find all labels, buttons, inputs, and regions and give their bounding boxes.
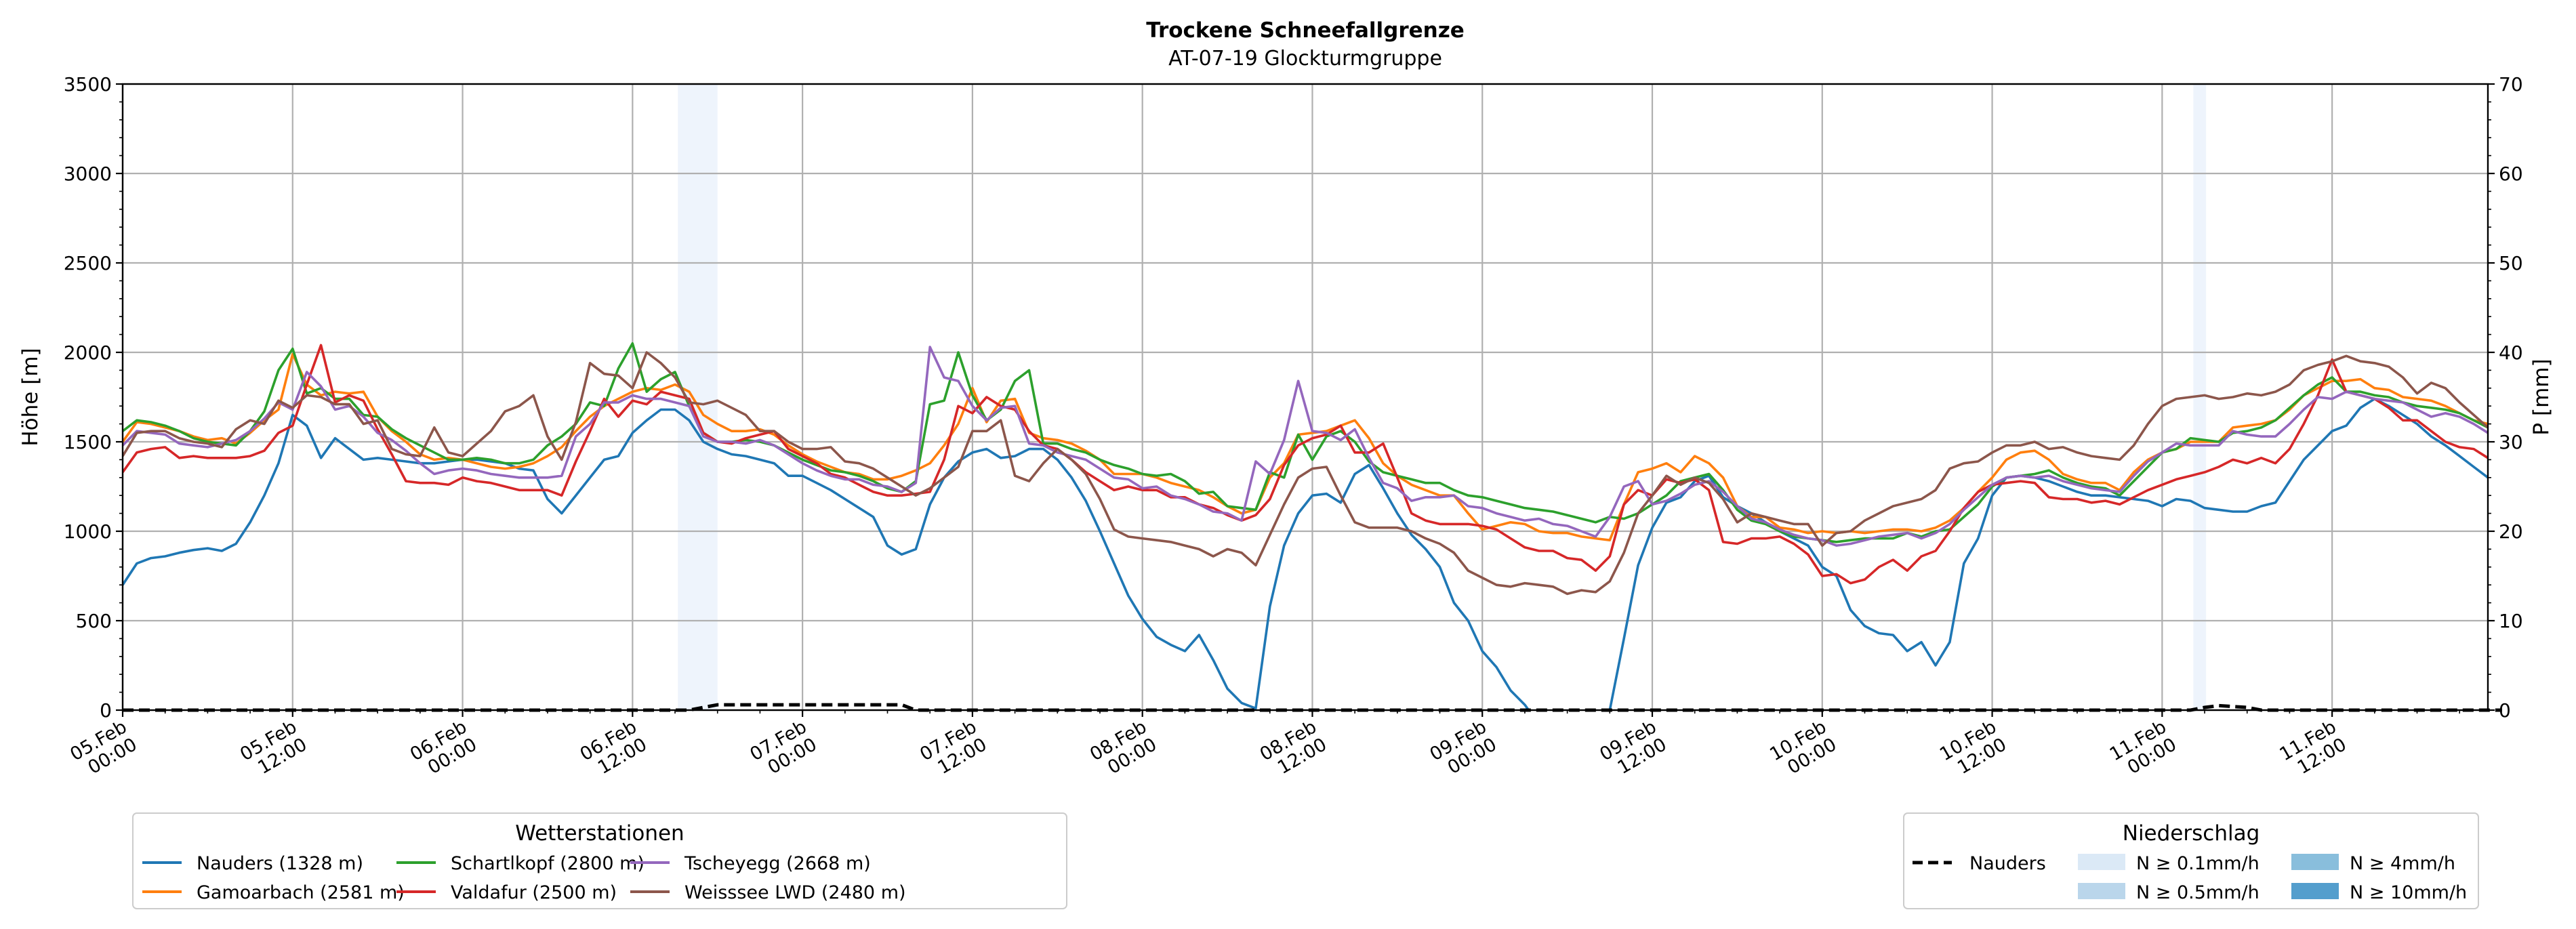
x-tick-label-1: 05.Feb12:00 [237,716,310,783]
x-tick-label-12: 11.Feb00:00 [2106,716,2180,783]
precip-legend-label-1: N ≥ 0.5mm/h [2136,882,2260,903]
y2-tick-label-2: 20 [2499,520,2523,543]
y2-axis-label: P [mm] [2529,358,2554,435]
y-tick-label-2: 1000 [64,520,112,543]
legend-label-0: Nauders (1328 m) [197,853,363,874]
stations-legend-box [132,812,1067,909]
stations-legend-title: Wetterstationen [515,821,684,846]
precip-legend-swatch-3 [2291,883,2339,899]
stations-legend: Wetterstationen Nauders (1328 m) Gamoarba… [132,812,1067,909]
grid-layer [121,83,2488,711]
precip-legend-swatch-2 [2291,854,2339,870]
series-line-5 [123,351,2488,596]
series-line-2 [123,342,2488,543]
precip-line-nauders [123,703,2502,712]
x-tick-label-10: 10.Feb00:00 [1766,716,1840,783]
y-tick-label-0: 0 [100,699,112,722]
series-line-3 [123,344,2488,585]
precip-legend-swatch-1 [2078,883,2125,899]
legend-label-4: Tscheyegg (2668 m) [684,853,871,874]
y2-tick-label-4: 40 [2499,342,2523,364]
chart-subtitle: AT-07-19 Glockturmgruppe [1168,47,1442,70]
y2-tick-label-3: 30 [2499,431,2523,453]
series-layer [123,342,2488,710]
series-line-1 [123,352,2488,541]
y2-tick-label-5: 50 [2499,252,2523,274]
precip-legend-swatch-0 [2078,854,2125,870]
precip-layer [123,703,2502,712]
legend-label-2: Schartlkopf (2800 m) [451,853,645,874]
y2-tick-label-0: 0 [2499,699,2511,722]
y-tick-label-3: 1500 [64,431,112,453]
axes-layer: 0 500 1000 1500 2000 2500 3000 3500 0 10 20 30 40 50 6… [64,73,2523,783]
series-line-0 [123,397,2488,710]
legend-label-1: Gamoarbach (2581 m) [197,882,405,903]
precip-legend-label-3: N ≥ 10mm/h [2350,882,2467,903]
y-tick-label-6: 3000 [64,163,112,185]
y-tick-label-7: 3500 [64,73,112,96]
x-tick-label-13: 11.Feb12:00 [2276,716,2350,783]
y2-tick-label-7: 70 [2499,73,2523,96]
y2-tick-label-1: 10 [2499,610,2523,632]
series-line-4 [123,346,2488,547]
x-tick-label-6: 08.Feb00:00 [1086,716,1160,783]
y-tick-label-1: 500 [76,610,112,632]
x-tick-label-7: 08.Feb12:00 [1256,716,1330,783]
y2-tick-label-6: 60 [2499,163,2523,185]
plot-frame [121,83,2489,711]
stations-legend-items: Nauders (1328 m) Gamoarbach (2581 m) Schar… [142,853,906,903]
precip-legend-label-2: N ≥ 4mm/h [2350,853,2455,874]
x-tick-label-4: 07.Feb00:00 [747,716,821,783]
x-tick-label-11: 10.Feb12:00 [1936,716,2010,783]
y-tick-label-4: 2000 [64,342,112,364]
x-tick-label-3: 06.Feb12:00 [577,716,651,783]
x-tick-label-9: 09.Feb12:00 [1596,716,1670,783]
precip-legend-label-0: N ≥ 0.1mm/h [2136,853,2260,874]
x-tick-label-5: 07.Feb12:00 [916,716,990,783]
legend-label-5: Weisssee LWD (2480 m) [684,882,906,903]
legend-label-3: Valdafur (2500 m) [451,882,617,903]
y-axis-label: Höhe [m] [18,348,43,446]
chart-title: Trockene Schneefallgrenze [1146,18,1465,43]
x-tick-label-2: 06.Feb00:00 [407,716,481,783]
precip-legend-line-label: Nauders [1969,853,2046,874]
precip-legend-title: Niederschlag [2123,821,2260,846]
precip-shading-layer [678,84,2207,710]
precip-legend: Niederschlag Nauders N ≥ 0.1mm/h N ≥ 0.5… [1903,812,2479,909]
x-tick-label-8: 09.Feb00:00 [1427,716,1500,783]
y-tick-label-5: 2500 [64,252,112,274]
x-tick-label-0: 05.Feb00:00 [66,716,140,783]
